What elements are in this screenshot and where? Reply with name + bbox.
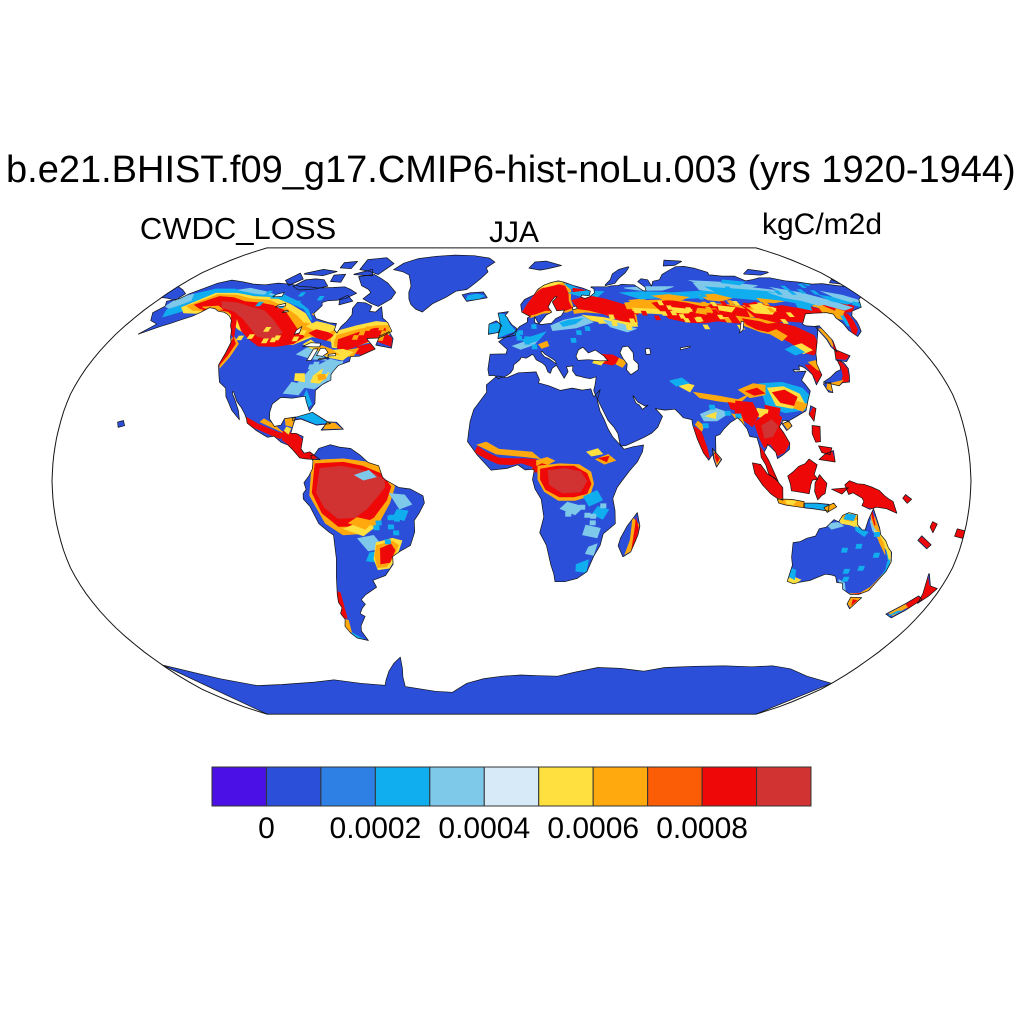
svg-text:0: 0 <box>258 812 275 845</box>
svg-text:CWDC_LOSS: CWDC_LOSS <box>140 211 336 246</box>
svg-text:kgC/m2d: kgC/m2d <box>762 208 882 241</box>
svg-text:b.e21.BHIST.f09_g17.CMIP6-hist: b.e21.BHIST.f09_g17.CMIP6-hist-noLu.003 … <box>6 149 1016 191</box>
svg-text:0.0008: 0.0008 <box>656 812 748 845</box>
svg-text:JJA: JJA <box>489 216 539 249</box>
svg-text:0.0002: 0.0002 <box>330 812 422 845</box>
svg-text:0.0006: 0.0006 <box>547 812 639 845</box>
svg-text:0.0004: 0.0004 <box>438 812 530 845</box>
